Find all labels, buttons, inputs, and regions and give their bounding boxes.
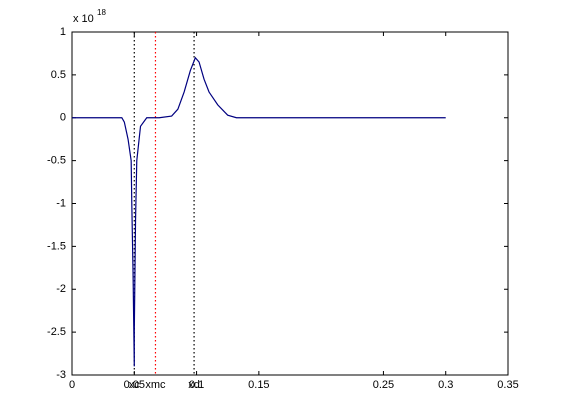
y-tick-label: -3 bbox=[56, 369, 66, 381]
y-tick-label: -1.5 bbox=[47, 240, 66, 252]
x-tick-label: 0 bbox=[69, 379, 75, 391]
plot-area bbox=[71, 31, 509, 376]
y-tick-label: -1 bbox=[56, 197, 66, 209]
x-tick-label: 0.25 bbox=[373, 379, 394, 391]
y-tick-label: 0.5 bbox=[51, 69, 66, 81]
marker-label: xmc bbox=[145, 379, 166, 391]
x-tick-label: 0.1 bbox=[189, 379, 204, 391]
data-line bbox=[72, 56, 446, 367]
y-tick-label: -2.5 bbox=[47, 326, 66, 338]
y-tick-label: 0 bbox=[60, 112, 66, 124]
marker-label: xd bbox=[188, 379, 200, 391]
y-tick-label: 1 bbox=[60, 26, 66, 38]
marker-label: xc bbox=[129, 379, 141, 391]
y-exponent-label: x 10 bbox=[73, 13, 94, 25]
x-tick-label: 0.15 bbox=[248, 379, 269, 391]
y-exponent: 18 bbox=[97, 8, 106, 17]
y-tick-label: -2 bbox=[56, 283, 66, 295]
y-tick-label: -0.5 bbox=[47, 155, 66, 167]
x-tick-label: 0.35 bbox=[497, 379, 518, 391]
x-tick-label: 0.05 bbox=[124, 379, 145, 391]
x-tick-label: 0.3 bbox=[438, 379, 453, 391]
